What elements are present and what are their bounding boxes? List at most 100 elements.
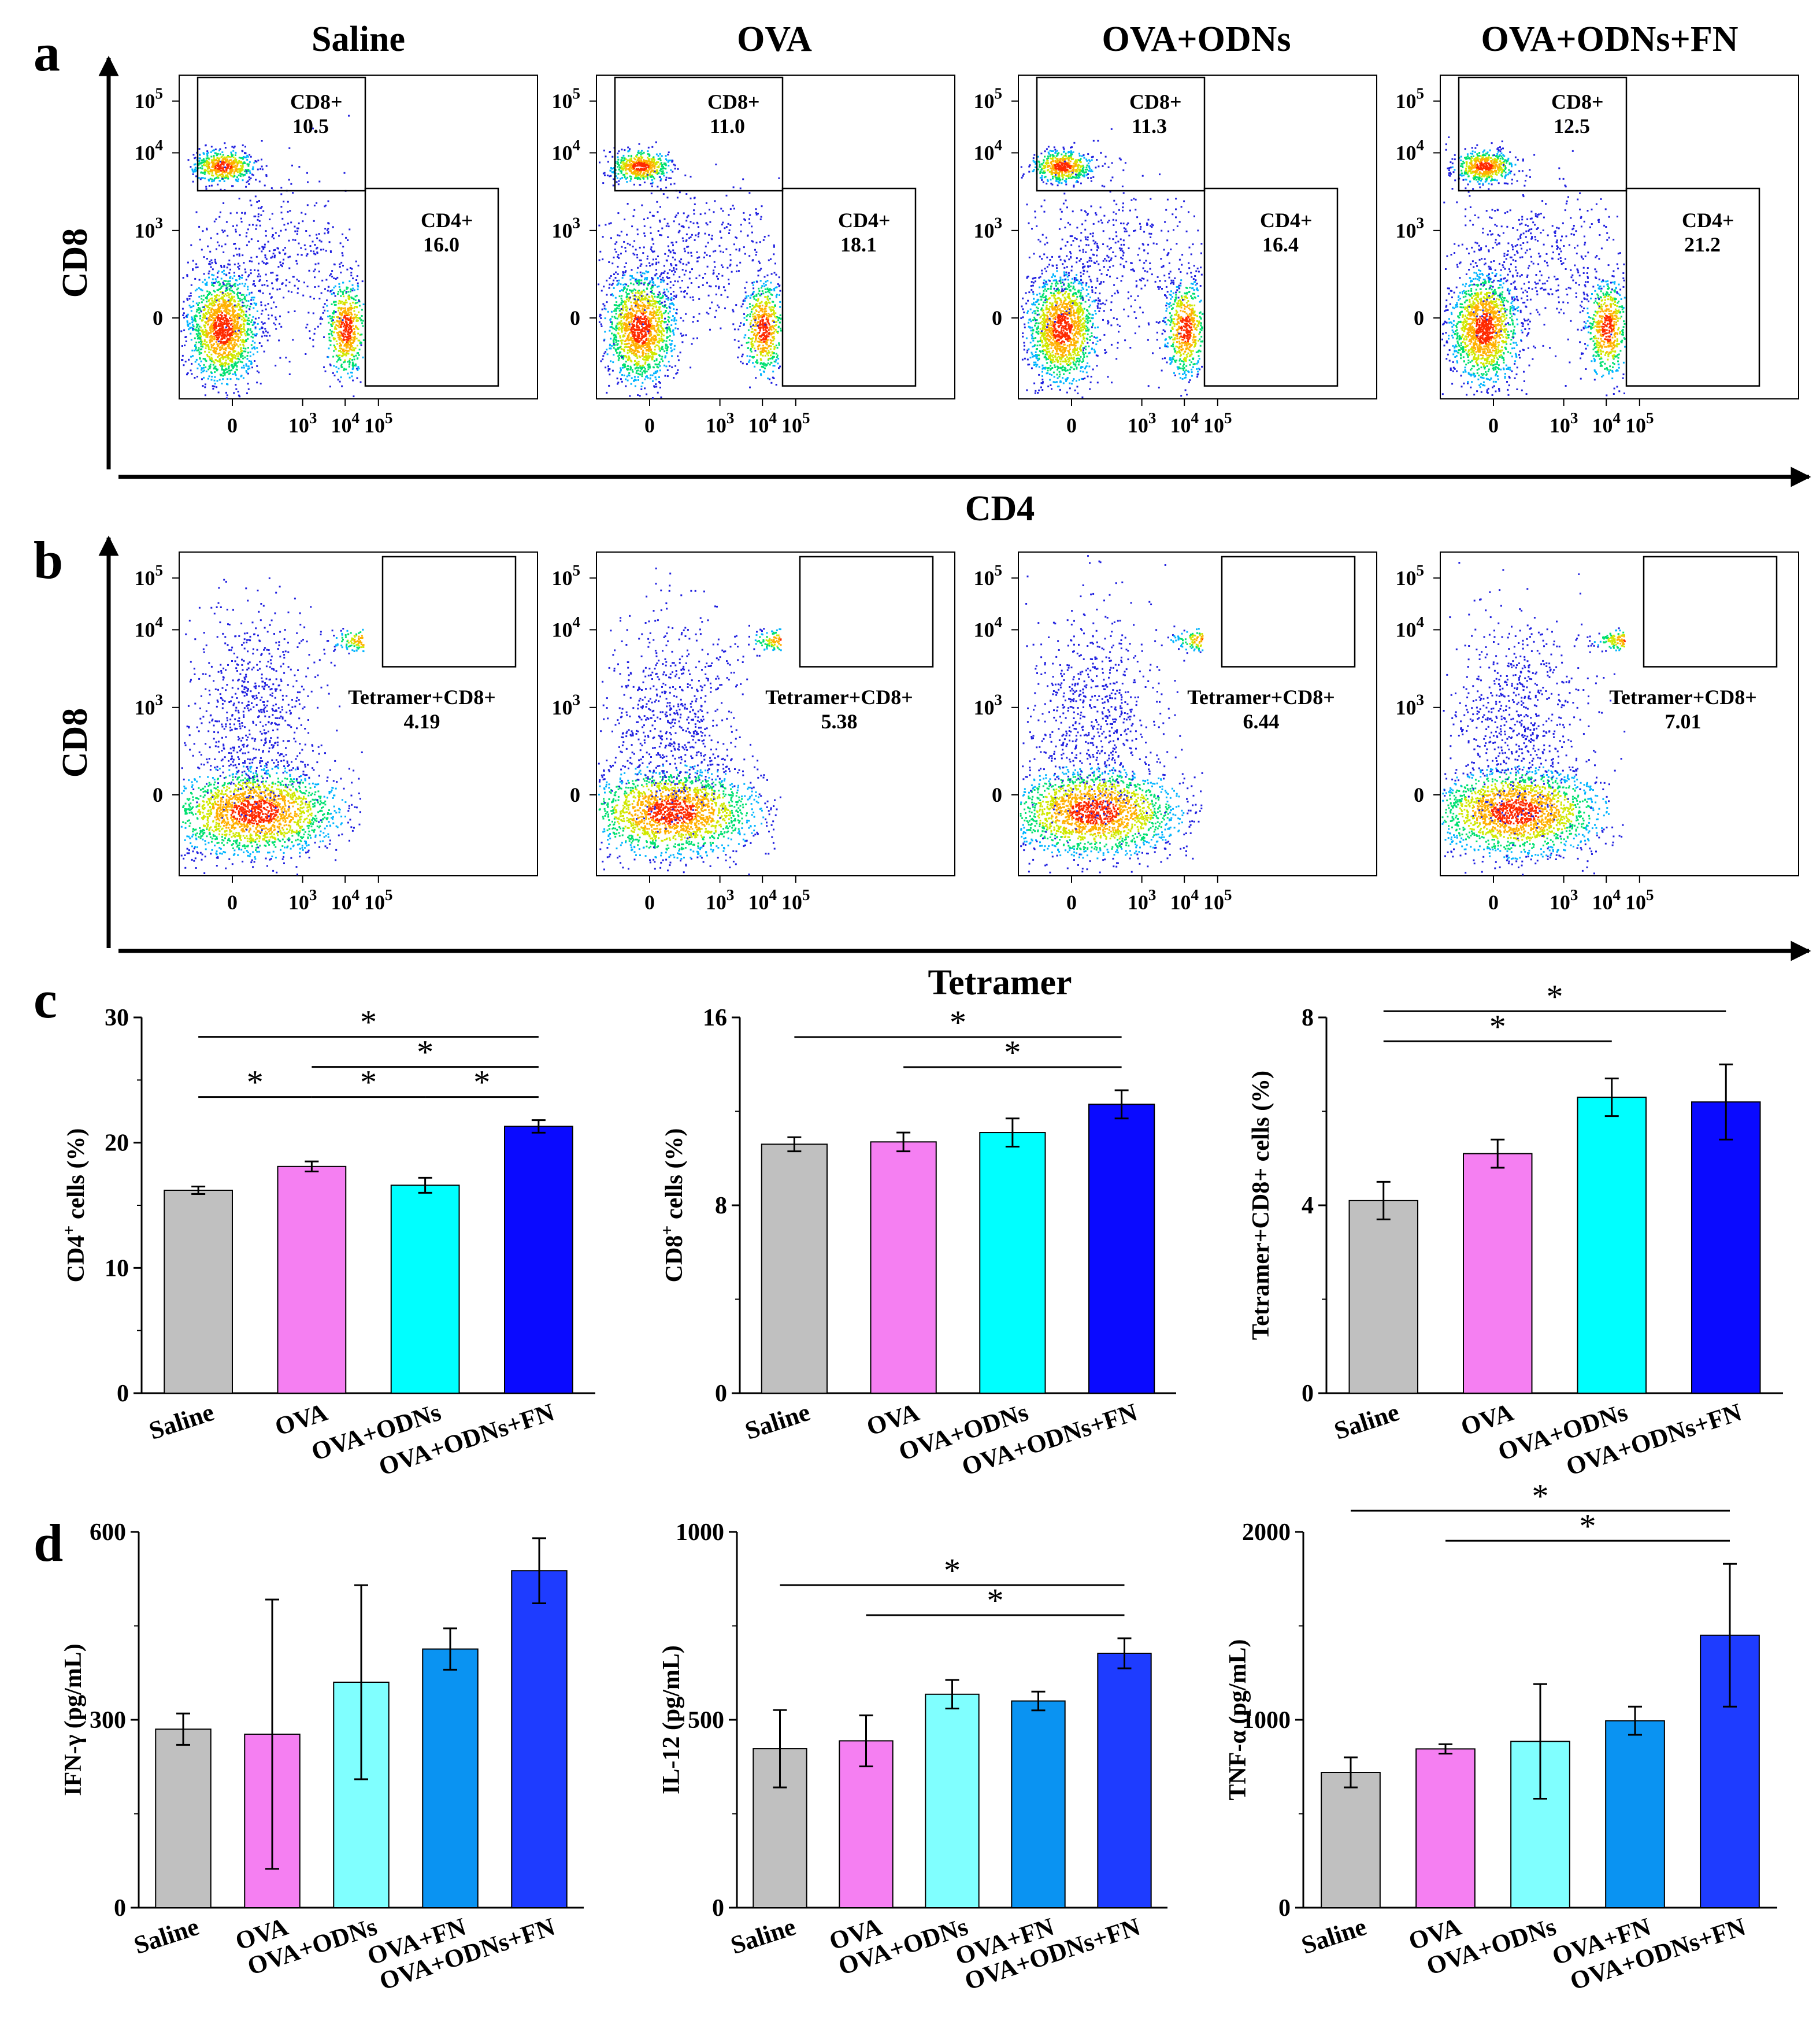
flow-event (243, 328, 244, 330)
flow-event (238, 305, 239, 306)
flow-event (189, 305, 191, 306)
flow-event (215, 309, 217, 310)
flow-event (211, 308, 213, 309)
flow-event (229, 293, 231, 295)
flow-event (209, 330, 211, 331)
flow-event (237, 319, 239, 320)
flow-event (251, 297, 253, 299)
flow-event (247, 347, 249, 349)
flow-event (182, 308, 184, 310)
flow-event (194, 278, 196, 280)
flow-event (208, 351, 210, 353)
flow-event (206, 342, 207, 343)
flow-event (209, 291, 210, 293)
flow-event (246, 307, 247, 309)
flow-event (181, 345, 183, 347)
flow-event (212, 314, 214, 316)
flow-event (228, 347, 230, 349)
flow-event (213, 290, 215, 292)
flow-event (244, 299, 246, 301)
flow-event (197, 304, 199, 306)
flow-event (232, 277, 233, 279)
flow-event (219, 379, 221, 381)
flow-event (196, 324, 198, 325)
flow-event (244, 285, 246, 287)
flow-event (231, 340, 232, 342)
flow-event (219, 358, 221, 360)
flow-event (261, 321, 263, 323)
flow-event (235, 333, 237, 335)
flow-event (218, 284, 220, 286)
flow-event (225, 362, 227, 364)
flow-event (214, 380, 216, 382)
flow-event (213, 351, 215, 353)
flow-event (235, 363, 237, 365)
flow-event (198, 330, 199, 331)
flow-event (214, 347, 216, 349)
flow-event (201, 289, 202, 291)
flow-event (236, 324, 238, 326)
flow-event (221, 297, 223, 299)
flow-event (243, 365, 244, 367)
flow-event (236, 280, 238, 282)
flow-event (246, 279, 247, 280)
flow-event (181, 359, 183, 361)
flow-event (192, 260, 194, 262)
flow-event (238, 303, 239, 305)
flow-event (205, 331, 206, 332)
flow-event (221, 271, 223, 273)
flow-event (232, 291, 234, 293)
flow-event (206, 258, 208, 260)
flow-event (236, 365, 238, 367)
flow-xtick: 0 (227, 414, 238, 437)
flow-event (203, 324, 205, 326)
flow-event (260, 383, 262, 384)
flow-event (257, 169, 259, 171)
flow-event (241, 367, 243, 369)
flow-event (237, 339, 239, 340)
flow-event (232, 373, 234, 375)
flow-xtick: 105 (364, 409, 393, 437)
flow-event (254, 342, 255, 344)
flow-event (199, 315, 201, 317)
flow-event (257, 351, 258, 353)
flow-event (256, 347, 258, 349)
flow-event (218, 309, 220, 311)
flow-event (192, 355, 194, 357)
flow-event (232, 349, 234, 351)
flow-event (235, 355, 236, 357)
flow-event (221, 322, 223, 324)
flow-event (217, 299, 219, 301)
flow-event (229, 288, 231, 290)
flow-event (243, 377, 244, 379)
flow-event (210, 357, 212, 358)
flow-event (205, 360, 207, 362)
flow-event (183, 330, 185, 331)
flow-ytick: 105 (135, 85, 164, 113)
flow-event (209, 368, 211, 369)
flow-event (239, 306, 241, 308)
flow-event (212, 345, 214, 346)
flow-event (275, 365, 276, 367)
flow-event (229, 303, 231, 305)
flow-event (238, 301, 239, 302)
flow-event (224, 320, 225, 321)
flow-event (221, 347, 223, 349)
flow-event (214, 336, 216, 338)
flow-event (201, 349, 202, 350)
flow-event (224, 349, 225, 350)
flow-event (253, 323, 255, 325)
flow-event (250, 321, 252, 323)
flow-event (212, 323, 214, 324)
flow-event (220, 339, 222, 340)
flow-event (211, 361, 213, 362)
flow-event (191, 350, 193, 351)
flow-event (192, 301, 194, 302)
flow-event (239, 278, 240, 280)
flow-event (224, 321, 225, 323)
flow-event (203, 273, 205, 275)
flow-event (241, 341, 243, 343)
flow-event (221, 355, 223, 357)
flow-event (246, 370, 247, 372)
flow-event (220, 265, 222, 266)
